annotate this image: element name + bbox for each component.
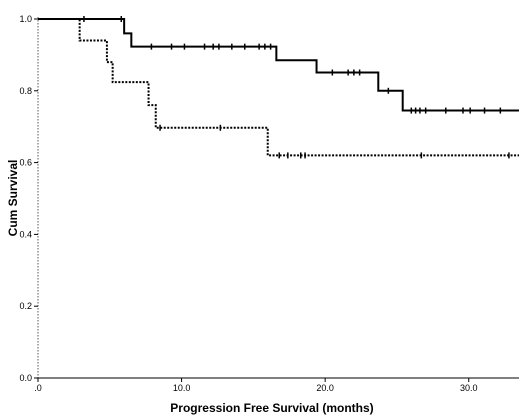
x-tick-label: 10.0: [173, 383, 191, 393]
x-tick-label: 30.0: [460, 383, 478, 393]
y-tick-label: 0.8: [19, 86, 32, 96]
axes: 0.0 0.2 0.4 0.6 0.8 1.0 .0 10.0 20.0 30.0: [19, 14, 519, 393]
series-layer: [38, 16, 519, 159]
y-tick-label: 0.0: [19, 373, 32, 383]
y-tick-label: 1.0: [19, 14, 32, 24]
y-tick-label: 0.6: [19, 158, 32, 168]
y-axis-title: Cum Survival: [6, 160, 20, 237]
x-axis-title: Progression Free Survival (months): [170, 401, 373, 415]
y-tick-label: 0.2: [19, 301, 32, 311]
survival-curve-1: [38, 18, 519, 112]
x-tick-label: .0: [34, 383, 42, 393]
x-tick-label: 20.0: [316, 383, 334, 393]
y-tick-label: 0.4: [19, 229, 32, 239]
survival-curve-2: [38, 18, 519, 157]
